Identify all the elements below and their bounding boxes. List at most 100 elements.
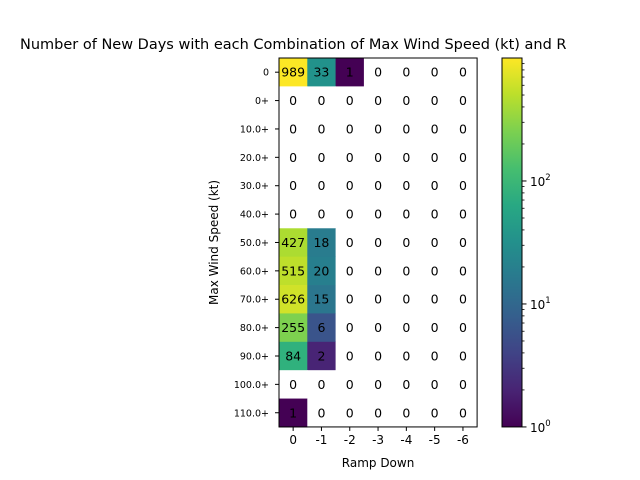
heatmap-cell [363, 313, 393, 343]
cell-value-label: 0 [374, 320, 382, 335]
x-tick-label: -4 [400, 433, 412, 447]
heatmap-cell [335, 143, 365, 172]
cell-value-label: 0 [459, 93, 467, 108]
heatmap-cell [420, 171, 450, 201]
cell-value-label: 0 [374, 235, 382, 250]
cell-value-label: 0 [459, 150, 467, 165]
cell-value-label: 0 [374, 178, 382, 193]
colorbar-tick-label: 101 [530, 296, 551, 312]
heatmap-cell [307, 228, 336, 258]
heatmap-cell [279, 58, 308, 87]
cell-value-label: 0 [459, 207, 467, 222]
heatmap-cell [307, 341, 336, 371]
x-tick-label: -2 [344, 433, 356, 447]
cell-value-label: 0 [402, 207, 410, 222]
heatmap-cells [279, 58, 478, 428]
cell-value-label: 0 [374, 377, 382, 392]
cell-value-label: 0 [459, 405, 467, 420]
colorbar-tick-label: 100 [530, 419, 551, 435]
x-tick-label: -1 [315, 433, 327, 447]
cell-value-label: 0 [289, 207, 297, 222]
cell-value-label: 1 [346, 65, 354, 80]
heatmap-cell [307, 398, 336, 428]
cell-value-label: 0 [402, 150, 410, 165]
heatmap-cell [420, 285, 450, 314]
cell-value-label: 0 [374, 207, 382, 222]
heatmap-cell [307, 370, 336, 399]
cell-value-label: 0 [402, 292, 410, 307]
y-tick-label: 30.0+ [240, 181, 269, 192]
heatmap-cell [279, 228, 308, 258]
cell-value-label: 0 [431, 405, 439, 420]
cell-value-label: 0 [402, 121, 410, 136]
cell-value-label: 0 [459, 320, 467, 335]
cell-value-label: 989 [281, 65, 305, 80]
heatmap-cell [392, 228, 421, 258]
cell-value-label: 0 [346, 320, 354, 335]
cell-value-label: 0 [346, 348, 354, 363]
x-tick-label: 0 [289, 433, 297, 447]
cell-value-label: 626 [281, 292, 305, 307]
cell-value-label: 0 [346, 405, 354, 420]
heatmap-cell [420, 86, 450, 116]
heatmap-cell [392, 313, 421, 343]
y-tick-label: 0 [263, 68, 269, 79]
y-tick-label: 100.0+ [234, 380, 269, 391]
cell-value-label: 0 [459, 65, 467, 80]
cell-value-label: 0 [431, 235, 439, 250]
heatmap-cell [392, 370, 421, 399]
y-tick-label: 60.0+ [240, 266, 269, 277]
cell-value-label: 0 [317, 178, 325, 193]
heatmap-cell [363, 58, 393, 87]
x-axis: 0 -1 -2 -3 -4 -5 -6 [289, 426, 469, 447]
y-tick-label: 0+ [255, 96, 269, 107]
heatmap-cell [448, 114, 478, 144]
cell-value-label: 0 [402, 65, 410, 80]
heatmap-cell [307, 313, 336, 343]
cell-value-label: 0 [459, 348, 467, 363]
colorbar-gradient [501, 57, 523, 428]
heatmap-cell [448, 171, 478, 201]
cell-value-label: 255 [281, 320, 305, 335]
cell-value-label: 0 [346, 121, 354, 136]
y-tick-label: 20.0+ [240, 153, 269, 164]
heatmap-cell [420, 313, 450, 343]
cell-value-label: 0 [431, 320, 439, 335]
heatmap-cell [448, 143, 478, 172]
heatmap-cell [392, 86, 421, 116]
x-tick-label: -3 [372, 433, 384, 447]
heatmap-cell [335, 199, 365, 229]
heatmap-cell [420, 58, 450, 87]
heatmap-cell [335, 313, 365, 343]
heatmap-cell [335, 341, 365, 371]
cell-value-label: 0 [431, 93, 439, 108]
heatmap-cell [335, 171, 365, 201]
x-tick-label: -5 [429, 433, 441, 447]
heatmap-cell [448, 256, 478, 286]
heatmap-cell [363, 114, 393, 144]
heatmap-cell [363, 370, 393, 399]
y-tick-label: 80.0+ [240, 323, 269, 334]
heatmap-cell [420, 341, 450, 371]
cell-value-label: 0 [402, 405, 410, 420]
heatmap-cell [279, 114, 308, 144]
heatmap-cell [420, 398, 450, 428]
cell-value-label: 0 [374, 121, 382, 136]
heatmap-cell [307, 199, 336, 229]
cell-value-label: 0 [346, 207, 354, 222]
cell-labels: 989 33 1 0 0 0 0 0 0 0 0 0 0 0 0 0 0 0 0 0 0 0 0 0 0 0 0 0 0 0 0 0 0 0 0 0 0… [281, 65, 467, 421]
heatmap-cell [279, 341, 308, 371]
cell-value-label: 0 [317, 121, 325, 136]
heatmap-cell [279, 171, 308, 201]
heatmap-cell [392, 171, 421, 201]
y-tick-label: 70.0+ [240, 295, 269, 306]
heatmap-cell [335, 398, 365, 428]
heatmap-cell [420, 114, 450, 144]
cell-value-label: 0 [431, 377, 439, 392]
heatmap-cell [279, 285, 308, 314]
cell-value-label: 0 [402, 377, 410, 392]
heatmap-cell [363, 228, 393, 258]
cell-value-label: 0 [402, 178, 410, 193]
cell-value-label: 0 [346, 263, 354, 278]
heatmap-cell [448, 341, 478, 371]
